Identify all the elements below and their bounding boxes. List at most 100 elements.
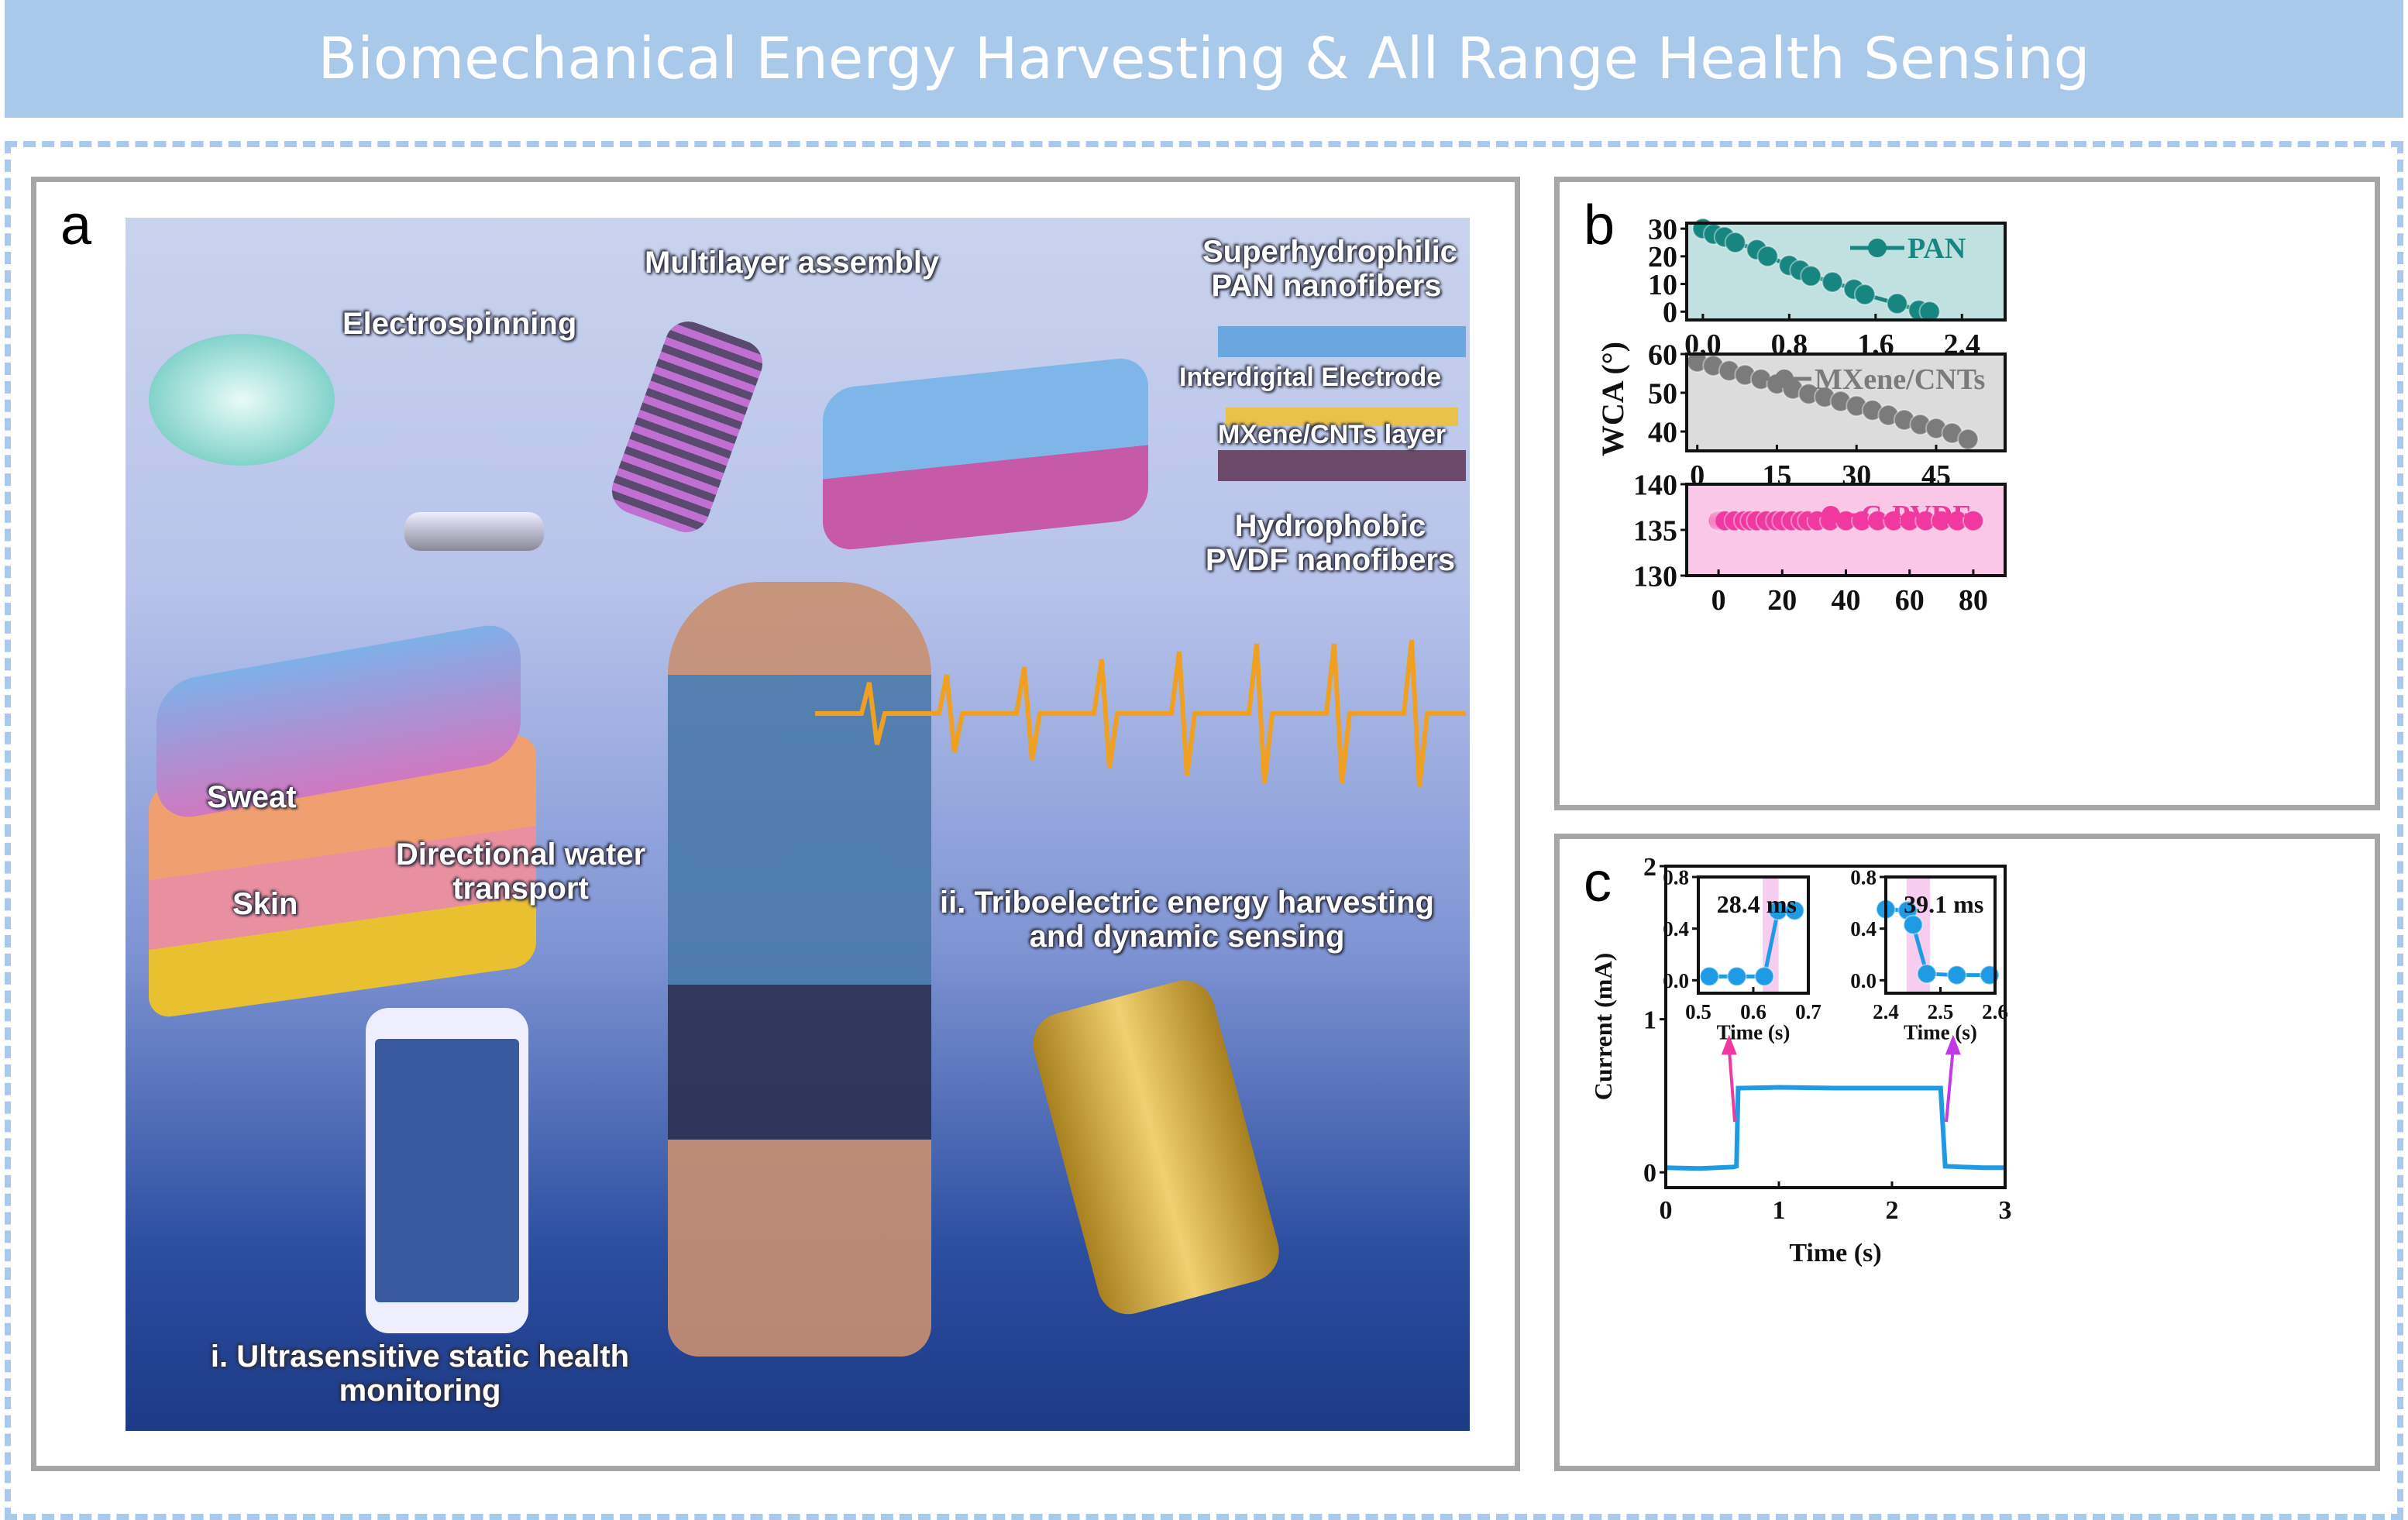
label-pan: Superhydrophilic PAN nanofibers: [1202, 235, 1457, 303]
label-triboelectric: ii. Triboelectric energy harvesting and …: [939, 886, 1434, 954]
zoom-arrow: [1727, 1048, 1737, 1123]
data-point: [1821, 271, 1844, 294]
illustration: Electrospinning Multilayer assembly Supe…: [126, 218, 1470, 1431]
data-point: [1918, 301, 1941, 323]
label-electrode: Interdigital Electrode: [1179, 363, 1442, 392]
data-point: [1800, 265, 1822, 287]
legend-label: PAN: [1907, 232, 1966, 265]
annotation-label: 39.1 ms: [1904, 890, 1983, 918]
chart-c-inset1: 0.5 0.6 0.7 0.0 0.4 0.8 28.4 ms Time (s): [1663, 865, 1821, 1044]
x-tick-label: 2.4: [1873, 1000, 1899, 1023]
x-tick-label: 2: [1886, 1196, 1899, 1225]
legend-marker: [1775, 370, 1794, 388]
data-point: [1699, 966, 1720, 987]
x-tick-label: 0.7: [1795, 1000, 1821, 1023]
data-point: [1784, 900, 1805, 921]
label-pvdf: Hydrophobic PVDF nanofibers: [1205, 509, 1456, 577]
phone: [366, 1008, 528, 1333]
plot-frame: [1685, 222, 2007, 322]
electrode-layer: [1226, 408, 1458, 426]
y-tick-label: 60: [1648, 339, 1677, 371]
x-tick-label: 0: [1660, 1196, 1673, 1225]
x-tick-label: 1: [1773, 1196, 1786, 1225]
y-tick-label: 0.0: [1663, 969, 1689, 992]
x-tick-label: 0: [1711, 584, 1726, 617]
y-tick-label: 0.8: [1850, 865, 1877, 889]
plot-frame: [1685, 352, 2007, 452]
zoom-arrow-head: [1945, 1034, 1961, 1055]
y-tick-label: 30: [1648, 213, 1677, 246]
y-tick-label: 10: [1648, 269, 1677, 301]
annotation-label: 28.4 ms: [1717, 890, 1797, 918]
y-tick-label: 1: [1643, 1006, 1656, 1035]
y-tick-label: 0.8: [1663, 865, 1689, 889]
x-tick-label: 20: [1767, 584, 1797, 617]
label-sweat: Sweat: [207, 780, 297, 814]
spinning-nozzle: [404, 512, 544, 551]
data-point: [1886, 292, 1908, 315]
signal-waveform: [815, 639, 1466, 788]
label-skin: Skin: [232, 887, 298, 921]
label-transport: Directional water transport: [395, 837, 646, 906]
x-tick-label: 3: [1999, 1196, 2012, 1225]
y-tick-label: 0: [1643, 1159, 1656, 1188]
label-static-monitoring: i. Ultrasensitive static health monitori…: [210, 1339, 630, 1408]
figure-title: Biomechanical Energy Harvesting & All Ra…: [318, 26, 2090, 92]
data-point: [1853, 284, 1876, 306]
panel-label-b: b: [1584, 194, 1615, 256]
x-axis-label: Time (s): [1717, 1020, 1791, 1044]
data-point: [1754, 966, 1775, 987]
legend-label: C-PVDF: [1861, 500, 1970, 532]
y-tick-label: 135: [1633, 514, 1677, 547]
legend-label: MXene/CNTs: [1815, 363, 1985, 396]
series-line: [1665, 1085, 2005, 1171]
data-point: [1903, 914, 1924, 935]
y-tick-label: 0: [1663, 297, 1677, 329]
mxene-layer: [1218, 450, 1466, 481]
runner-figure: [668, 582, 931, 1357]
y-tick-label: 140: [1633, 469, 1677, 501]
chart-c-inset2: 2.4 2.5 2.6 0.0 0.4 0.8 39.1 ms Time (s): [1850, 865, 2008, 1044]
plot-frame: [1884, 875, 1997, 995]
zoom-arrow: [1945, 1048, 1955, 1123]
y-tick-label: 0.0: [1850, 969, 1877, 992]
y-tick-label: 130: [1633, 560, 1677, 593]
electrospinning-disc: [149, 334, 335, 466]
y-axis-label: Current (mA): [1589, 953, 1617, 1100]
plot-frame: [1685, 483, 2007, 577]
y-axis-label: WCA (°): [1595, 342, 1630, 456]
legend-marker: [1868, 239, 1887, 257]
data-point: [1756, 245, 1779, 267]
x-tick-label: 40: [1832, 584, 1861, 617]
y-tick-label: 20: [1648, 241, 1677, 273]
plot-frame: [1697, 875, 1810, 995]
y-tick-label: 0.4: [1663, 917, 1689, 941]
data-point: [1957, 428, 1980, 450]
y-tick-label: 50: [1648, 377, 1677, 410]
pulse-line: [815, 639, 1466, 788]
y-tick-label: 0.4: [1850, 917, 1877, 941]
panel-label-c: c: [1584, 851, 1612, 913]
label-multilayer: Multilayer assembly: [645, 246, 940, 280]
x-axis-label: Time (s): [1904, 1020, 1977, 1044]
plot-frame: [1664, 865, 2007, 1189]
figure-title-banner: Biomechanical Energy Harvesting & All Ra…: [5, 0, 2403, 118]
legend-marker: [1821, 506, 1840, 524]
y-tick-label: 40: [1648, 416, 1677, 449]
x-axis-label: Time (s): [1789, 1239, 1881, 1267]
data-point: [1916, 964, 1937, 984]
phone-screen: [375, 1039, 519, 1302]
panel-label-a: a: [60, 194, 92, 256]
data-point: [1726, 966, 1747, 987]
x-tick-label: 0.5: [1685, 1000, 1711, 1023]
zoom-arrow-head: [1721, 1034, 1737, 1055]
label-electrospinning: Electrospinning: [342, 307, 577, 341]
x-tick-label: 60: [1895, 584, 1925, 617]
x-tick-label: 2.6: [1982, 1000, 2008, 1023]
x-tick-label: 80: [1959, 584, 1988, 617]
x-tick-label: 2.5: [1928, 1000, 1954, 1023]
label-mxene: MXene/CNTs layer: [1218, 420, 1447, 449]
data-point: [1962, 510, 1984, 532]
